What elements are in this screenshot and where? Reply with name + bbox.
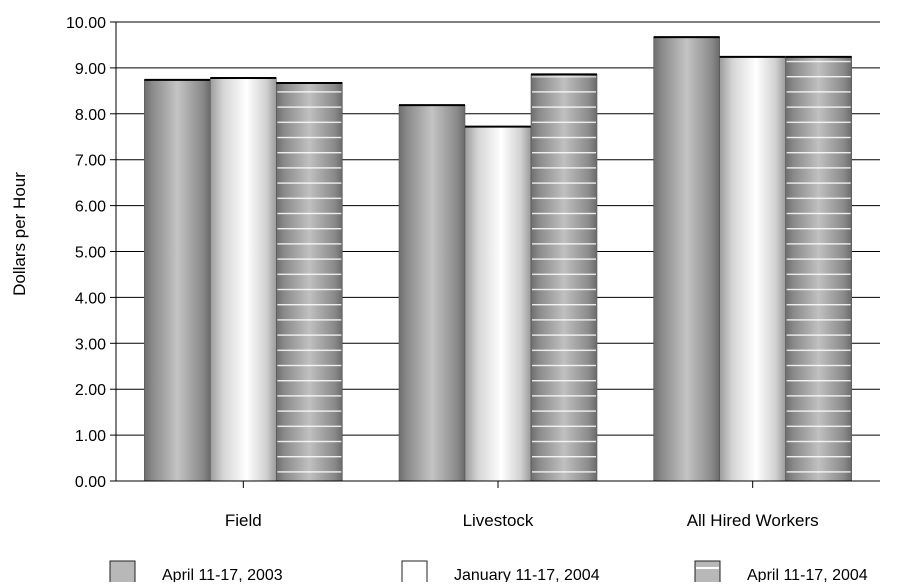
category-label: All Hired Workers — [687, 511, 819, 530]
y-tick-label: 2.00 — [75, 382, 106, 399]
legend-label: April 11-17, 2004 — [747, 567, 868, 582]
bar-stripes — [786, 58, 851, 481]
category-label: Field — [225, 511, 262, 530]
legend-item: January 11-17, 2004 — [401, 560, 600, 584]
legend: April 11-17, 2003 January 11-17, 2004 Apri… — [109, 560, 868, 584]
bar-stripes — [532, 76, 596, 482]
category-label: Livestock — [463, 511, 534, 530]
bar-2 — [719, 56, 786, 482]
y-tick-label: 6.00 — [75, 199, 106, 216]
y-tick-label: 9.00 — [75, 61, 106, 78]
legend-item: April 11-17, 2003 — [109, 560, 283, 584]
bar-2 — [464, 126, 532, 482]
axes — [110, 21, 880, 488]
legend-item: April 11-17, 2004 — [694, 560, 868, 584]
bar-stripes — [277, 85, 342, 481]
y-tick-label: 4.00 — [75, 290, 106, 307]
legend-swatch — [694, 560, 721, 584]
category-labels: Field Livestock All Hired Workers — [225, 511, 819, 530]
legend-swatch — [109, 560, 136, 584]
bar-1 — [653, 36, 720, 482]
legend-label: January 11-17, 2004 — [454, 567, 600, 582]
legend-swatch — [401, 560, 428, 584]
bars — [144, 36, 852, 482]
y-tick-label: 10.00 — [66, 15, 106, 32]
y-tick-label: 1.00 — [75, 428, 106, 445]
y-tick-label: 3.00 — [75, 336, 106, 353]
y-tick-label: 0.00 — [75, 474, 106, 491]
y-tick-label: 7.00 — [75, 153, 106, 170]
y-tick-labels: 0.00 1.00 2.00 3.00 4.00 5.00 6.00 7.00 8.00 9.00… — [66, 15, 106, 491]
y-tick-label: 8.00 — [75, 107, 106, 124]
bar-1 — [144, 79, 211, 482]
bar-2 — [210, 77, 277, 482]
y-axis-title: Dollars per Hour — [10, 172, 29, 296]
y-tick-label: 5.00 — [75, 245, 106, 262]
legend-label: April 11-17, 2003 — [162, 567, 283, 582]
bar-1 — [398, 104, 466, 482]
